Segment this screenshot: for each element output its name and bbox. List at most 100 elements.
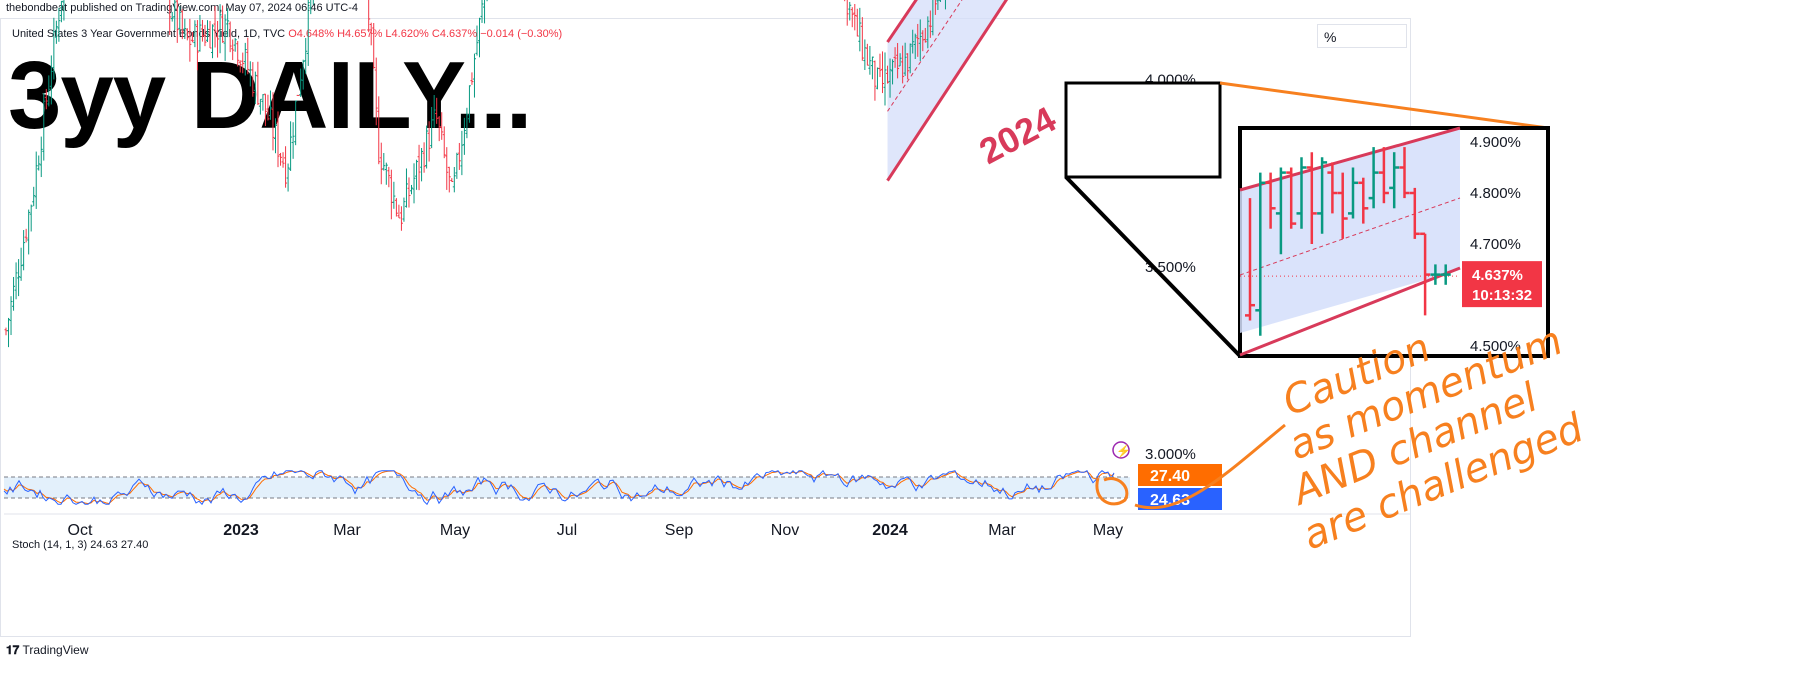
candle bbox=[483, 0, 486, 24]
candle bbox=[54, 20, 58, 44]
candle bbox=[37, 155, 41, 171]
candle bbox=[368, 0, 371, 33]
tradingview-logo[interactable]: 𝟏𝟕 TradingView bbox=[6, 643, 89, 658]
candle bbox=[478, 17, 482, 58]
candle bbox=[855, 8, 859, 37]
inset-candle bbox=[1430, 264, 1441, 285]
candle bbox=[190, 32, 194, 43]
candle bbox=[24, 228, 28, 243]
candle bbox=[860, 17, 864, 61]
candle bbox=[374, 57, 378, 126]
candle bbox=[908, 43, 912, 74]
candle bbox=[34, 151, 38, 209]
candle bbox=[185, 28, 189, 41]
price-tick: 3.000% bbox=[1145, 446, 1196, 463]
inset-candle bbox=[1306, 152, 1317, 244]
price-axis[interactable]: 5.000%4.000%3.500%3.000%4.637%10:13:47⚡ bbox=[1112, 0, 1222, 463]
zoom-box bbox=[1064, 81, 1222, 179]
time-tick: Jul bbox=[557, 522, 577, 539]
candle bbox=[296, 94, 300, 96]
candle bbox=[4, 327, 8, 336]
candle bbox=[853, 3, 857, 31]
candle bbox=[432, 95, 436, 128]
time-tick: Mar bbox=[988, 522, 1016, 539]
zoom-inset: 4.900% 4.800% 4.700% 4.500% 4.637% 10:13:32 bbox=[1238, 126, 1550, 358]
candle bbox=[923, 27, 927, 43]
inset-tick: 4.700% bbox=[1470, 236, 1521, 253]
inset-candle bbox=[1245, 198, 1255, 321]
candle bbox=[934, 0, 937, 15]
candle bbox=[304, 38, 308, 74]
inset-candle bbox=[1420, 232, 1431, 316]
candle bbox=[901, 45, 905, 84]
candle bbox=[312, 0, 314, 5]
candle bbox=[425, 125, 429, 169]
unit-selector[interactable]: % bbox=[1317, 24, 1407, 48]
candle bbox=[289, 121, 293, 171]
time-axis: Oct 2023 Mar May Jul Sep Nov 2024 Mar May bbox=[68, 522, 1124, 539]
candle bbox=[14, 262, 18, 300]
candle bbox=[450, 178, 454, 183]
candle bbox=[32, 186, 36, 207]
candle bbox=[452, 167, 456, 193]
candle bbox=[205, 20, 209, 43]
candle bbox=[896, 43, 900, 79]
candle bbox=[243, 42, 247, 76]
candle bbox=[19, 247, 23, 281]
callout-arrow bbox=[1134, 423, 1286, 510]
candle bbox=[263, 93, 267, 127]
candle bbox=[891, 59, 895, 85]
candle bbox=[422, 142, 426, 173]
stoch-k-value: 24.63 bbox=[1150, 492, 1190, 509]
candle bbox=[417, 144, 421, 191]
stoch-label: Stoch (14, 1, 3) 24.63 27.40 bbox=[12, 539, 148, 551]
candle bbox=[294, 100, 298, 146]
candle bbox=[906, 53, 910, 80]
candle bbox=[169, 0, 172, 36]
inset-candle bbox=[1358, 177, 1369, 224]
candle bbox=[467, 85, 471, 123]
time-tick: 2024 bbox=[872, 522, 908, 539]
candle bbox=[170, 11, 174, 22]
candle bbox=[873, 60, 877, 101]
candle bbox=[878, 53, 882, 78]
candle bbox=[404, 168, 408, 208]
candle bbox=[281, 152, 285, 168]
time-tick: Sep bbox=[665, 522, 694, 539]
inset-candle bbox=[1409, 187, 1420, 239]
candle bbox=[427, 121, 431, 162]
candle bbox=[903, 42, 907, 76]
candle bbox=[457, 142, 461, 170]
candle bbox=[442, 126, 446, 159]
candle bbox=[888, 58, 892, 98]
candle bbox=[445, 147, 449, 190]
candle bbox=[200, 19, 204, 42]
publish-info: thebondbeat published on TradingView.com… bbox=[6, 2, 359, 14]
candle bbox=[27, 209, 31, 255]
candle bbox=[299, 68, 303, 97]
stoch-k-line bbox=[3, 469, 1115, 506]
candle bbox=[286, 163, 290, 192]
callout-circle bbox=[1095, 477, 1129, 506]
candle bbox=[931, 0, 934, 36]
candle bbox=[59, 0, 63, 23]
candle bbox=[379, 142, 383, 185]
candle bbox=[7, 317, 11, 348]
candle bbox=[928, 10, 932, 38]
candle bbox=[49, 55, 53, 105]
candle bbox=[29, 204, 33, 232]
candle bbox=[415, 159, 419, 190]
inset-channel-lower bbox=[1239, 266, 1461, 357]
inset-candle bbox=[1368, 147, 1379, 209]
inset-candle bbox=[1399, 147, 1410, 199]
candle bbox=[180, 9, 184, 40]
candle bbox=[193, 20, 197, 48]
inset-candle bbox=[1348, 167, 1358, 219]
inset-last-price: 4.637% bbox=[1472, 267, 1523, 284]
candle bbox=[57, 7, 61, 42]
inset-channel-upper bbox=[1239, 126, 1461, 192]
candle bbox=[213, 6, 217, 48]
candle bbox=[198, 14, 202, 52]
